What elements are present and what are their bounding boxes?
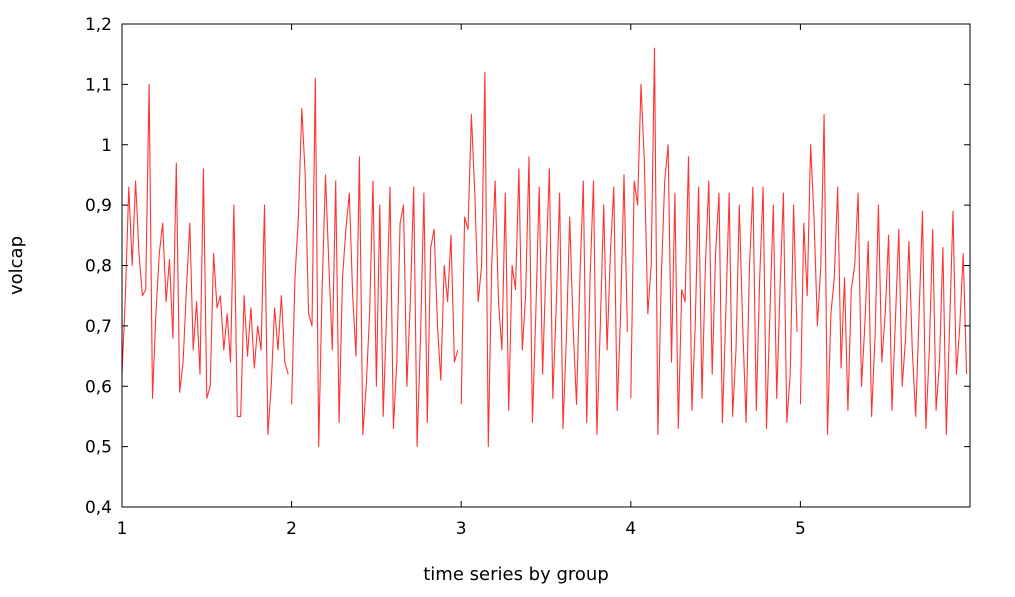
x-tick-label: 3 bbox=[456, 519, 467, 539]
x-tick-label: 1 bbox=[117, 519, 128, 539]
series-line-segment-5 bbox=[799, 114, 968, 436]
y-tick-label: 1 bbox=[101, 136, 112, 156]
series-line-segment-4 bbox=[630, 47, 798, 436]
x-tick-label: 5 bbox=[795, 519, 806, 539]
x-tick-label: 4 bbox=[625, 519, 636, 539]
y-tick-label: 0,5 bbox=[85, 438, 112, 458]
x-tick-label: 2 bbox=[286, 519, 297, 539]
y-tick-label: 1,1 bbox=[85, 75, 112, 95]
y-tick-label: 0,7 bbox=[85, 317, 112, 337]
y-tick-label: 0,6 bbox=[85, 377, 112, 397]
series-line-segment-1 bbox=[121, 83, 289, 436]
x-axis-title: time series by group bbox=[423, 564, 609, 585]
y-tick-label: 0,4 bbox=[85, 498, 112, 518]
series-layer bbox=[121, 47, 968, 448]
y-axis-title: volcap bbox=[6, 236, 27, 295]
series-line-segment-3 bbox=[460, 71, 628, 448]
y-tick-label: 1,2 bbox=[85, 15, 112, 35]
y-tick-label: 0,8 bbox=[85, 257, 112, 277]
y-tick-label: 0,9 bbox=[85, 196, 112, 216]
y-axis: 0,4 0,5 0,6 0,7 0,8 0,9 1 1,1 1,2 bbox=[85, 15, 970, 518]
x-axis: 1 2 3 4 5 bbox=[117, 24, 806, 539]
series-line-segment-2 bbox=[291, 77, 459, 448]
